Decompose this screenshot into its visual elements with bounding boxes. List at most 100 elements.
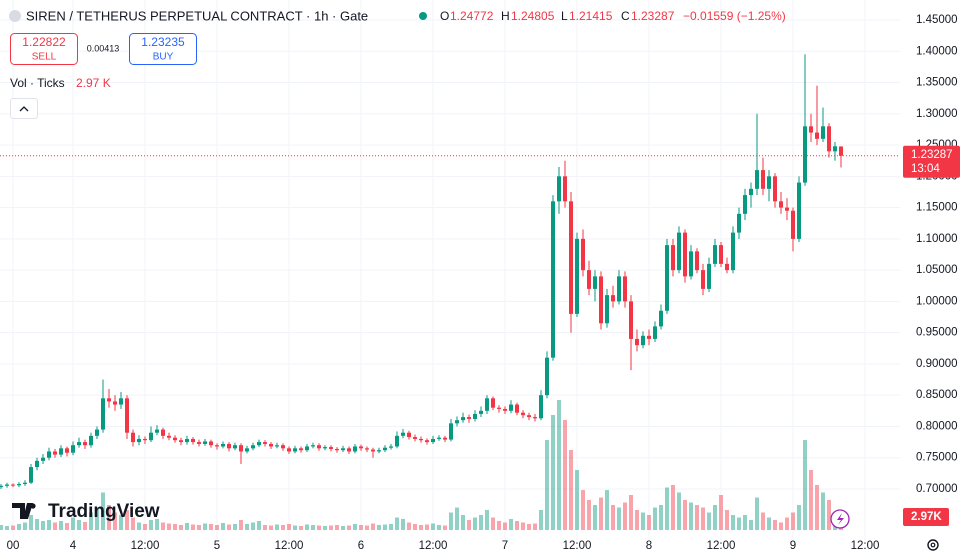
sell-label[interactable]: SELL: [32, 52, 57, 63]
volume-bar: [83, 522, 88, 530]
volume-bar: [431, 523, 436, 530]
candle-body: [23, 482, 28, 484]
buy-price[interactable]: 1.23235: [141, 35, 185, 49]
volume-bar: [275, 524, 280, 530]
settings-icon[interactable]: [927, 539, 939, 551]
volume-bar: [71, 517, 76, 530]
y-tick-label: 1.30000: [916, 108, 958, 120]
volume-bar: [245, 524, 250, 530]
candle-body: [185, 438, 190, 443]
buy-label[interactable]: BUY: [153, 52, 174, 63]
volume-bar: [809, 470, 814, 530]
volume-bar: [305, 524, 310, 530]
change-value: −0.01559 (−1.25%): [683, 9, 786, 23]
volume-bar: [797, 505, 802, 530]
candle-body: [563, 176, 568, 202]
candle-body: [695, 251, 700, 271]
buy-box[interactable]: [129, 33, 197, 65]
y-tick-label: 1.35000: [916, 77, 958, 89]
volume-bar: [815, 485, 820, 530]
volume-bar: [749, 520, 754, 530]
candle-body: [827, 126, 832, 152]
candle-body: [425, 440, 430, 443]
candle-body: [605, 295, 610, 324]
x-tick-label: 5: [214, 540, 220, 552]
x-tick-label: 4: [70, 540, 77, 552]
lightning-icon[interactable]: [837, 513, 844, 525]
candle-body: [719, 245, 724, 264]
candle-body: [329, 447, 334, 449]
volume-bar: [173, 524, 178, 530]
sell-button[interactable]: 1.22822 SELL: [10, 33, 78, 65]
candle-body: [227, 443, 232, 449]
candle-body: [773, 176, 778, 202]
volume-bar: [389, 524, 394, 530]
candle-body: [65, 448, 70, 453]
collapse-box[interactable]: [10, 98, 38, 119]
y-tick-label: 0.90000: [916, 358, 958, 370]
volume-bar: [491, 517, 496, 530]
candle-body: [473, 413, 478, 419]
time-axis-bg: [0, 540, 900, 560]
candle-body: [599, 276, 604, 324]
volume-bar: [383, 524, 388, 530]
sell-price[interactable]: 1.22822: [22, 35, 66, 49]
candle-body: [731, 232, 736, 271]
candle-body: [491, 398, 496, 408]
candle-body: [209, 441, 214, 446]
volume-bar: [161, 522, 166, 530]
candle-body: [239, 445, 244, 452]
symbol-title: SIREN / TETHERUS PERPETUAL CONTRACT · 1h…: [26, 8, 368, 23]
volume-bar: [53, 522, 58, 530]
volume-bar: [0, 525, 4, 530]
volume-bar: [689, 502, 694, 530]
candle-body: [629, 301, 634, 339]
buy-button[interactable]: 1.23235 BUY: [129, 33, 197, 65]
candle-body: [833, 146, 838, 152]
volume-bar: [347, 525, 352, 530]
candle-body: [557, 176, 562, 202]
volume-bar: [221, 523, 226, 530]
settings-button[interactable]: [927, 539, 939, 551]
candle-body: [95, 429, 100, 436]
collapse-button[interactable]: [10, 98, 38, 119]
volume-bar: [329, 525, 334, 530]
volume-bar: [701, 507, 706, 530]
candle-body: [737, 213, 742, 233]
candle-body: [311, 445, 316, 447]
last-price-box: [903, 145, 960, 178]
candle-body: [149, 432, 154, 441]
y-tick-label: 0.80000: [916, 420, 958, 432]
sell-box[interactable]: [10, 33, 78, 65]
volume-bar: [125, 510, 130, 530]
candle-body: [449, 423, 454, 440]
candle-body: [467, 417, 472, 419]
volume-bar: [641, 512, 646, 530]
candle-body: [305, 446, 310, 451]
volume-bar: [281, 525, 286, 530]
open-label: O: [440, 9, 449, 23]
candle-body: [233, 445, 238, 449]
x-tick-label: 6: [358, 540, 364, 552]
candle-body: [131, 432, 136, 443]
volume-bar: [119, 515, 124, 530]
volume-bar: [203, 523, 208, 530]
candle-body: [521, 412, 526, 416]
lightning-button[interactable]: [830, 509, 850, 529]
candle-body: [407, 432, 412, 438]
candle-body: [383, 447, 388, 451]
volume-bar: [323, 526, 328, 530]
volume-bar: [665, 487, 670, 530]
candle-body: [815, 132, 820, 139]
volume-bar: [569, 450, 574, 530]
last-volume-label: 2.97K: [911, 511, 942, 523]
candle-body: [701, 270, 706, 289]
volume-bar: [575, 470, 580, 530]
candle-body: [263, 442, 268, 444]
collapse-icon[interactable]: [19, 106, 29, 112]
candle-body: [707, 263, 712, 289]
settings-icon-center[interactable]: [930, 542, 936, 548]
candle-body: [683, 232, 688, 277]
candle-body: [119, 398, 124, 405]
